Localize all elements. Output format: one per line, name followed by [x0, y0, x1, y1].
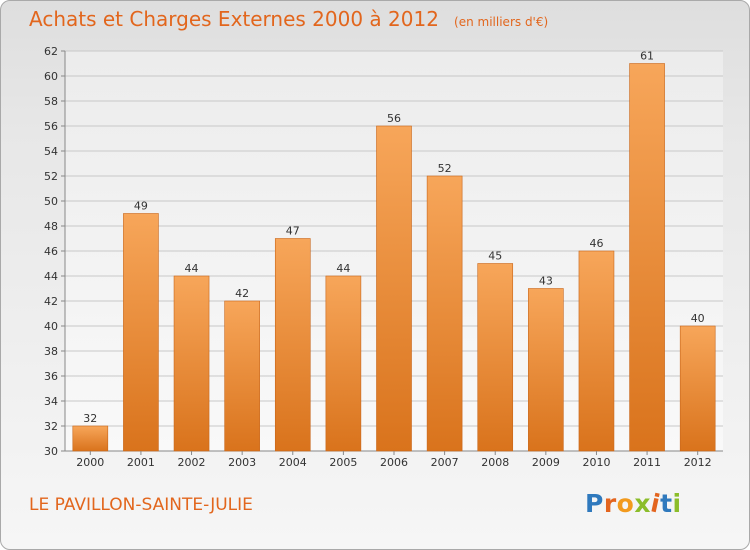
x-tick-label: 2008: [481, 456, 509, 469]
proxiti-logo[interactable]: Proxiti: [585, 488, 682, 518]
chart-title: Achats et Charges Externes 2000 à 2012 (…: [29, 7, 548, 31]
y-tick-label: 40: [44, 320, 58, 333]
data-labels: 32 49 44 42 47 44 56 52 45 43 46 61 40: [83, 50, 704, 426]
value-label: 46: [589, 237, 603, 250]
bar: [325, 275, 362, 452]
y-tick-label: 58: [44, 95, 58, 108]
value-label: 44: [336, 262, 350, 275]
value-label: 49: [134, 200, 148, 213]
value-label: 32: [83, 412, 97, 425]
y-tick-label: 46: [44, 245, 58, 258]
x-tick-label: 2002: [178, 456, 206, 469]
value-label: 52: [438, 162, 452, 175]
bar: [173, 275, 210, 452]
logo-letter: t: [660, 489, 673, 518]
bar: [426, 175, 463, 452]
bar: [224, 300, 260, 452]
y-tick-label: 30: [44, 445, 58, 458]
bar: [274, 238, 311, 452]
y-tick-label: 56: [44, 120, 58, 133]
y-tick-label: 36: [44, 370, 58, 383]
x-tick-label: 2009: [532, 456, 560, 469]
logo-letter: P: [585, 489, 604, 518]
bar: [629, 63, 665, 452]
logo-letter: x: [634, 489, 651, 518]
bar: [376, 125, 412, 452]
commune-name: LE PAVILLON-SAINTE-JULIE: [29, 495, 253, 515]
value-label: 45: [488, 250, 502, 263]
y-tick-label: 32: [44, 420, 58, 433]
x-tick-label: 2005: [329, 456, 357, 469]
x-tick-label: 2000: [76, 456, 104, 469]
bars: [72, 63, 716, 452]
value-label: 47: [286, 225, 300, 238]
y-tick-label: 42: [44, 295, 58, 308]
value-label: 61: [640, 50, 654, 63]
y-tick-label: 34: [44, 395, 58, 408]
bar: [72, 425, 109, 452]
y-tick-label: 54: [44, 145, 58, 158]
bar: [528, 288, 564, 452]
y-tick-label: 60: [44, 70, 58, 83]
y-tick-label: 52: [44, 170, 58, 183]
bar: [477, 263, 514, 452]
value-label: 44: [185, 262, 199, 275]
y-tick-label: 44: [44, 270, 58, 283]
x-axis: 2000 2001 2002 2003 2004 2005 2006 2007 2008 2009…: [76, 451, 712, 469]
bar: [578, 250, 615, 452]
value-label: 43: [539, 275, 553, 288]
bar: [679, 325, 716, 452]
x-tick-label: 2007: [431, 456, 459, 469]
logo-letter: o: [616, 489, 635, 518]
y-tick-label: 62: [44, 45, 58, 58]
x-tick-label: 2001: [127, 456, 155, 469]
x-tick-label: 2003: [228, 456, 256, 469]
value-label: 42: [235, 287, 249, 300]
x-tick-label: 2006: [380, 456, 408, 469]
value-label: 56: [387, 112, 401, 125]
bar: [123, 213, 159, 452]
logo-letter: i: [672, 489, 682, 518]
y-tick-label: 48: [44, 220, 58, 233]
y-tick-label: 38: [44, 345, 58, 358]
x-tick-label: 2012: [684, 456, 712, 469]
title-main: Achats et Charges Externes 2000 à 2012: [29, 7, 439, 31]
y-tick-label: 50: [44, 195, 58, 208]
value-label: 40: [691, 312, 705, 325]
x-tick-label: 2011: [633, 456, 661, 469]
logo-letter: r: [603, 489, 617, 518]
x-tick-label: 2004: [279, 456, 307, 469]
title-unit: (en milliers d'€): [454, 15, 549, 29]
x-tick-label: 2010: [582, 456, 610, 469]
